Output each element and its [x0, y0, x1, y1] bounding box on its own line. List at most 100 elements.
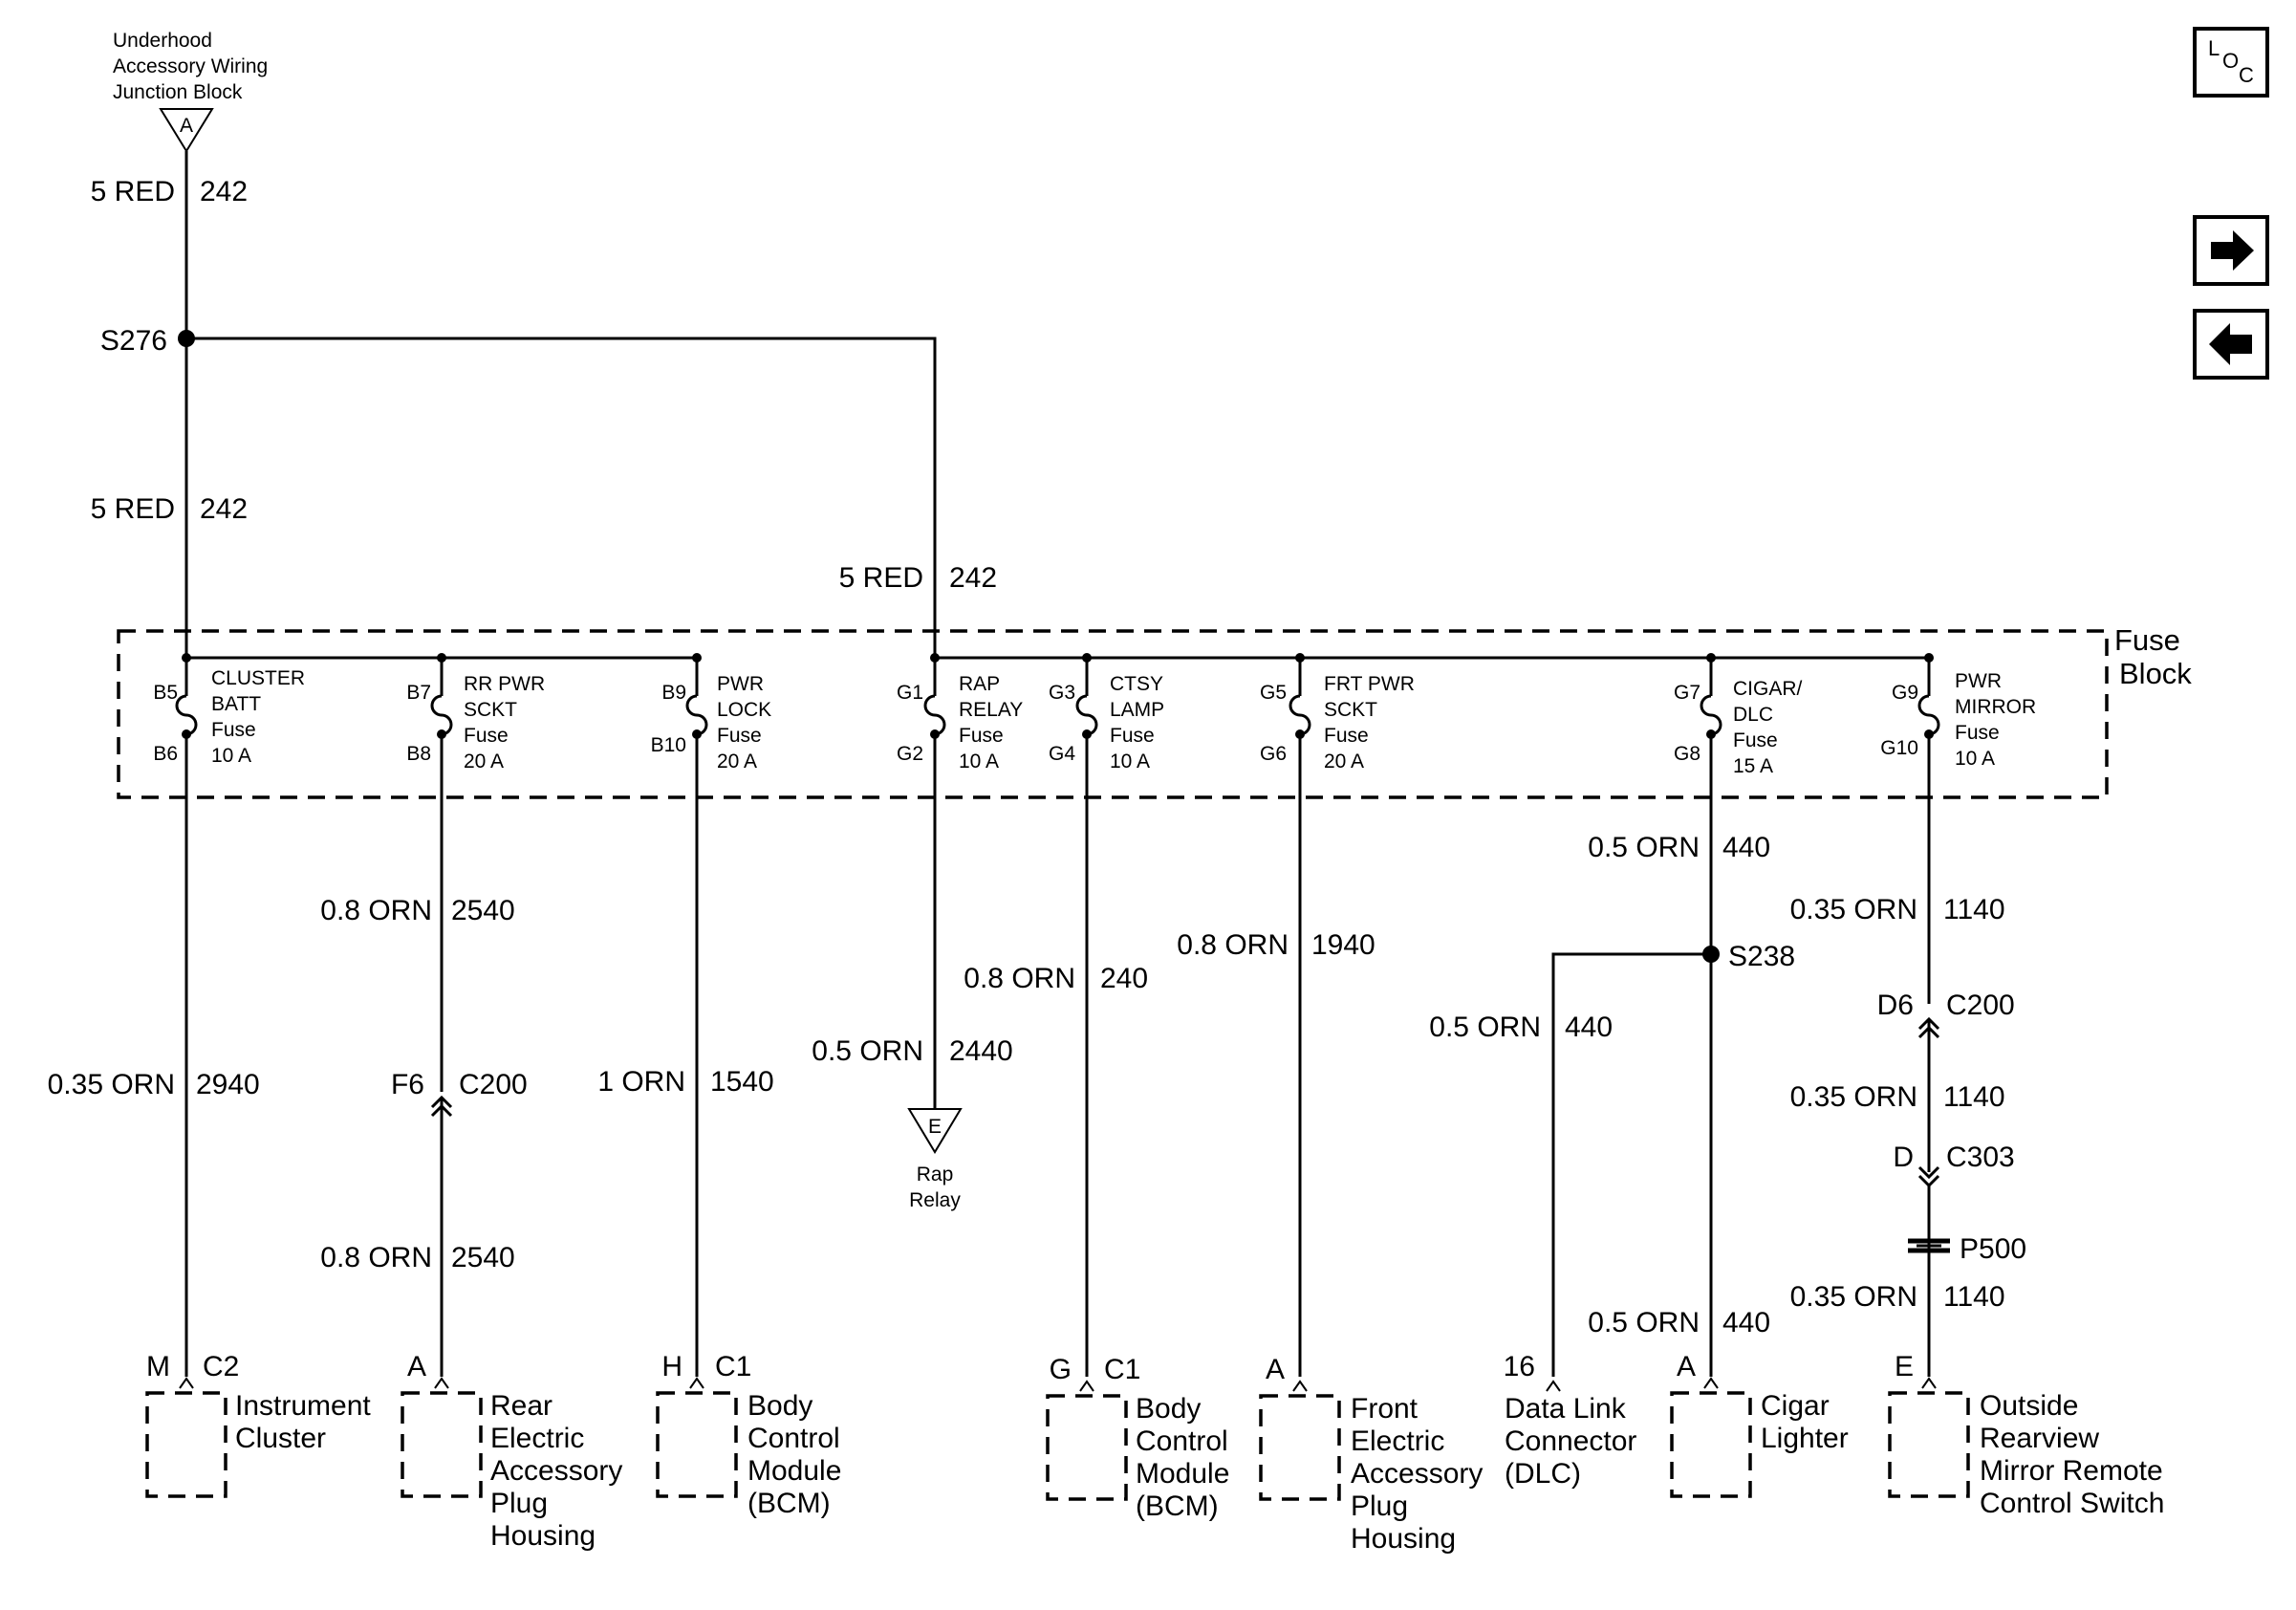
component-7-pin: E [1895, 1351, 1914, 1382]
component-3-pin: G [1050, 1354, 1072, 1385]
svg-text:Outside: Outside [1980, 1390, 2078, 1422]
svg-text:20 A: 20 A [1324, 751, 1364, 772]
bcm-c1-left-box [656, 1391, 738, 1498]
c303-pin: D [1893, 1142, 1914, 1173]
loc-letter-o: O [2222, 49, 2239, 73]
svg-text:PWR: PWR [717, 673, 764, 695]
fuse-cluster-batt: B5 B6 CLUSTER BATT Fuse 10 A [153, 653, 305, 1377]
fuse-block-label-2: Block [2119, 657, 2192, 690]
svg-text:Electric: Electric [1351, 1425, 1444, 1457]
wire-mirror-circuit-1: 1140 [1943, 894, 2005, 925]
component-0-conn: C2 [203, 1351, 239, 1382]
forward-button[interactable] [2193, 215, 2269, 286]
svg-text:FRT PWR: FRT PWR [1324, 673, 1415, 695]
wire-mirror-circuit-3: 1140 [1943, 1281, 2005, 1313]
wire-mid-circuit: 242 [200, 493, 248, 525]
svg-text:Lighter: Lighter [1761, 1423, 1849, 1454]
svg-text:SCKT: SCKT [1324, 699, 1377, 721]
wire-mirror-gauge-1: 0.35 ORN [1790, 894, 1917, 925]
back-button[interactable] [2193, 309, 2269, 380]
wire-rr-gauge-top: 0.8 ORN [320, 895, 432, 926]
component-0-name: Instrument Cluster [235, 1390, 371, 1454]
wire-cigar-gauge-top: 0.5 ORN [1588, 832, 1700, 863]
rear-accessory-plug-box [401, 1391, 483, 1498]
svg-text:Fuse: Fuse [1733, 729, 1778, 751]
svg-text:Instrument: Instrument [235, 1390, 371, 1422]
svg-text:B6: B6 [153, 743, 178, 765]
svg-text:Fuse: Fuse [959, 725, 1004, 747]
svg-text:Control Switch: Control Switch [1980, 1488, 2164, 1519]
svg-text:B7: B7 [406, 682, 431, 704]
cigar-lighter-box [1670, 1391, 1752, 1498]
component-1-pin: A [407, 1351, 426, 1382]
svg-text:Electric: Electric [490, 1423, 584, 1454]
svg-text:PWR: PWR [1955, 670, 2002, 692]
instrument-cluster-box [145, 1391, 227, 1498]
component-0-pin: M [146, 1351, 170, 1382]
svg-text:G3: G3 [1049, 682, 1075, 704]
svg-text:Body: Body [1136, 1393, 1201, 1425]
svg-text:15 A: 15 A [1733, 755, 1773, 777]
splice-s276-label: S276 [100, 325, 167, 357]
svg-text:Cluster: Cluster [235, 1423, 326, 1454]
svg-text:Body: Body [747, 1390, 812, 1422]
component-4-name: Front Electric Accessory Plug Housing [1351, 1393, 1483, 1555]
mirror-switch-box [1888, 1391, 1970, 1498]
svg-text:10 A: 10 A [959, 751, 999, 772]
svg-text:Front: Front [1351, 1393, 1419, 1425]
svg-text:10 A: 10 A [1955, 748, 1995, 770]
wire-pwrlock-gauge: 1 ORN [597, 1066, 685, 1098]
wire-rap-circuit: 2440 [949, 1035, 1013, 1067]
svg-text:MIRROR: MIRROR [1955, 696, 2036, 718]
wire-cluster-circuit: 2940 [196, 1069, 260, 1100]
wire-pwrlock-circuit: 1540 [710, 1066, 774, 1098]
svg-text:LAMP: LAMP [1110, 699, 1164, 721]
arrow-left-icon [2209, 323, 2252, 365]
connector-p500 [1908, 1238, 1950, 1253]
wire-mirror-circuit-2: 1140 [1943, 1081, 2005, 1113]
fuse-rr-pwr-sckt: B7 B8 RR PWR SCKT Fuse 20 A [406, 653, 545, 1092]
bcm-c1-right-box [1046, 1394, 1128, 1501]
source-label-3: Junction Block [113, 81, 243, 103]
svg-text:G4: G4 [1049, 743, 1075, 765]
wire-relay-feed-circuit: 242 [949, 562, 997, 594]
c200-rr-name: C200 [459, 1069, 528, 1100]
svg-text:RELAY: RELAY [959, 699, 1023, 721]
svg-text:B5: B5 [153, 682, 178, 704]
svg-text:Housing: Housing [1351, 1523, 1456, 1555]
arrow-right-icon [2211, 230, 2254, 271]
splice-s238-label: S238 [1728, 941, 1795, 972]
component-2-conn: C1 [715, 1351, 751, 1382]
wire-rr-gauge-bot: 0.8 ORN [320, 1242, 432, 1273]
svg-text:Module: Module [747, 1455, 841, 1487]
fuse-block-label-1: Fuse [2114, 623, 2180, 657]
p500-label: P500 [1960, 1233, 2026, 1265]
wire-dlc-circuit: 440 [1565, 1012, 1613, 1043]
component-2-pin: H [661, 1351, 682, 1382]
wire-top-gauge: 5 RED [91, 176, 175, 207]
connector-c200-rr [430, 1095, 453, 1377]
component-5-pin: 16 [1504, 1351, 1535, 1382]
wire-ctsy-gauge: 0.8 ORN [964, 963, 1075, 994]
loc-letter-l: L [2208, 36, 2220, 60]
svg-text:(BCM): (BCM) [1136, 1490, 1219, 1522]
svg-text:RAP: RAP [959, 673, 1000, 695]
svg-text:G7: G7 [1674, 682, 1700, 704]
svg-text:B8: B8 [406, 743, 431, 765]
component-6-pin: A [1677, 1351, 1696, 1382]
loc-letter-c: C [2239, 63, 2254, 87]
svg-text:B10: B10 [651, 734, 686, 756]
svg-text:SCKT: SCKT [464, 699, 517, 721]
wire-rr-circuit-bot: 2540 [451, 1242, 515, 1273]
wire-top-circuit: 242 [200, 176, 248, 207]
wire-dlc-branch [1551, 952, 1711, 1377]
component-7-name: Outside Rearview Mirror Remote Control S… [1980, 1390, 2164, 1519]
loc-button[interactable]: L O C [2193, 27, 2269, 98]
svg-text:Control: Control [1136, 1425, 1228, 1457]
svg-text:Plug: Plug [1351, 1490, 1408, 1522]
fuse-cigar-dlc: G7 G8 CIGAR/ DLC Fuse 15 A [1674, 653, 1803, 1377]
svg-text:Fuse: Fuse [211, 719, 256, 741]
svg-text:Module: Module [1136, 1458, 1229, 1490]
svg-text:CIGAR/: CIGAR/ [1733, 678, 1803, 700]
